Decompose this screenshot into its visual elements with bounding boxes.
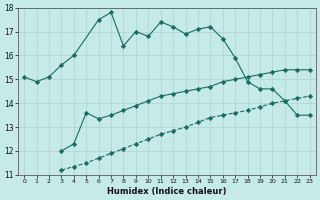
X-axis label: Humidex (Indice chaleur): Humidex (Indice chaleur) xyxy=(107,187,227,196)
